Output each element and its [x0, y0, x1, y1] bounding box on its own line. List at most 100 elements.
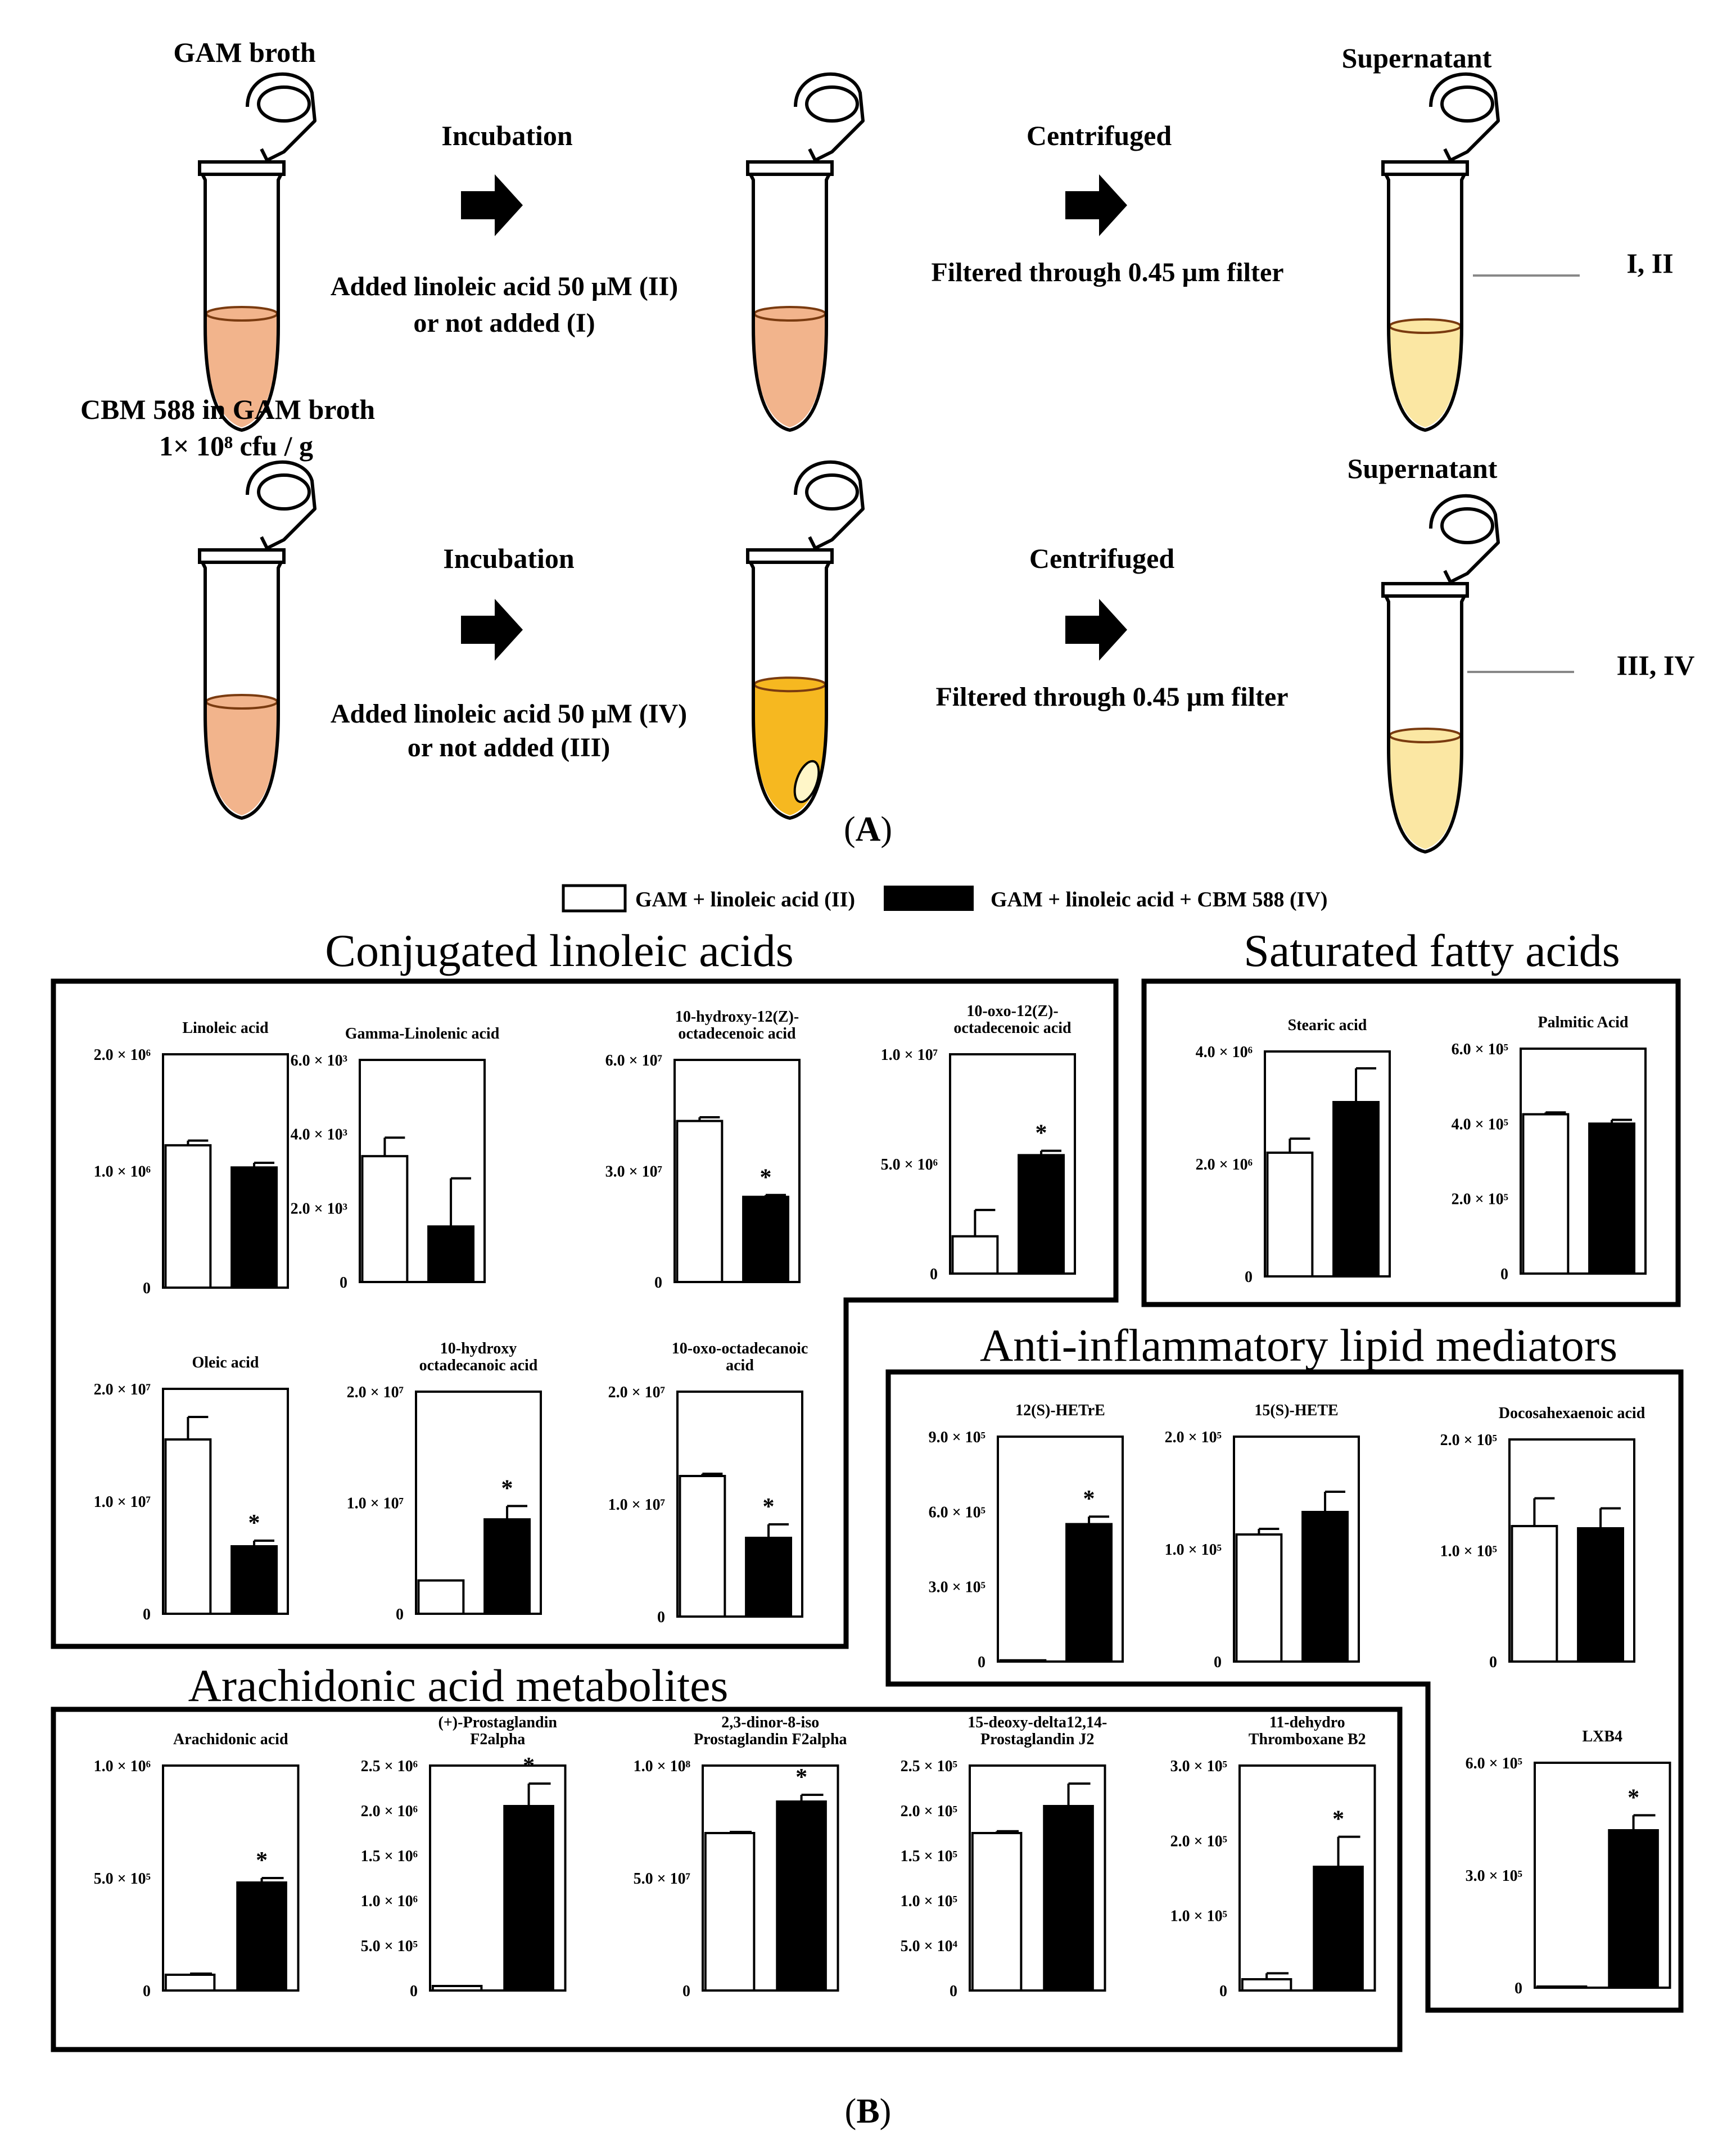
y-tick-label: 6.0 × 10⁵	[929, 1504, 985, 1521]
y-tick-label: 6.0 × 10⁷	[605, 1052, 662, 1069]
tube-liquid	[206, 314, 277, 427]
bar-chart: 12(S)-HETrE 0 3.0 × 10⁵ 6.0 × 10⁵ 9.0 × 10⁵ *	[929, 1402, 1124, 1671]
plot-frame	[1238, 1764, 1376, 1992]
y-tick-label: 6.0 × 10⁵	[1452, 1041, 1508, 1058]
y-tick-label: 5.0 × 10⁷	[634, 1870, 690, 1888]
y-tick-label: 2.0 × 10⁷	[608, 1384, 665, 1401]
group-title-sfa: Saturated fatty acids	[1244, 925, 1620, 976]
bar-gam-linoleic-cbm588	[1588, 1122, 1636, 1275]
tube-body	[1381, 167, 1469, 432]
bar-gam-linoleic	[164, 1974, 216, 1992]
row2-step1-title: Incubation	[443, 543, 575, 574]
y-tick-label: 1.0 × 10⁶	[94, 1758, 151, 1775]
bar-chart: Oleic acid 0 1.0 × 10⁷ 2.0 × 10⁷ *	[94, 1354, 289, 1623]
tube-lid-cap	[1440, 85, 1494, 123]
chart-title: 2,3-dinor-8-iso	[721, 1714, 819, 1731]
y-tick-label: 4.0 × 10³	[291, 1126, 347, 1144]
bar-gam-linoleic	[1536, 1985, 1588, 1989]
row2-end-label: Supernatant	[1348, 453, 1498, 484]
y-tick-label: 2.5 × 10⁶	[361, 1758, 418, 1775]
y-tick-label: 2.0 × 10⁷	[94, 1381, 151, 1398]
bar-gam-linoleic-cbm588	[427, 1225, 475, 1283]
chart-title: F2alpha	[470, 1731, 525, 1748]
chart-title: octadecanoic acid	[419, 1357, 538, 1374]
y-tick-label: 0	[143, 1983, 151, 2000]
tube-rim	[1381, 582, 1469, 598]
y-tick-label: 0	[950, 1983, 957, 2000]
y-tick-label: 0	[143, 1606, 151, 1623]
bar-chart: LXB4 0 3.0 × 10⁵ 6.0 × 10⁵ *	[1466, 1728, 1671, 1997]
tube-liquid	[206, 702, 277, 815]
bar-gam-linoleic	[164, 1438, 212, 1615]
tube-incubated	[746, 72, 865, 432]
y-tick-label: 1.0 × 10⁵	[901, 1893, 957, 1910]
chart-title: 10-oxo-12(Z)-	[966, 1003, 1058, 1020]
significance-star: *	[1083, 1486, 1095, 1512]
chart-title: Thromboxane B2	[1249, 1731, 1366, 1748]
y-tick-label: 1.0 × 10⁵	[1170, 1908, 1227, 1925]
tube-body	[746, 167, 834, 432]
plot-frame	[949, 1053, 1076, 1275]
y-tick-label: 6.0 × 10⁵	[1466, 1755, 1522, 1772]
y-tick-label: 1.0 × 10⁶	[361, 1893, 418, 1910]
chart-title: acid	[726, 1357, 754, 1374]
tube-liquid-surface	[205, 306, 278, 322]
bar-gam-linoleic	[999, 1659, 1047, 1663]
bar-gam-linoleic-cbm588	[1065, 1523, 1113, 1663]
y-tick-label: 6.0 × 10³	[291, 1052, 347, 1069]
bar-chart: 10-hydroxy-12(Z)-octadecenoic acid 0 3.0 ×…	[605, 1008, 801, 1292]
y-tick-label: 2.0 × 10³	[291, 1200, 347, 1217]
row1-end-label: Supernatant	[1342, 42, 1492, 74]
y-tick-label: 1.0 × 10⁸	[634, 1758, 690, 1775]
y-tick-label: 3.0 × 10⁵	[1466, 1867, 1522, 1885]
significance-star: *	[760, 1164, 772, 1190]
bar-chart: Stearic acid 0 2.0 × 10⁶ 4.0 × 10⁶	[1196, 1017, 1391, 1286]
tube-body	[1381, 589, 1469, 854]
bar-gam-linoleic-cbm588	[503, 1805, 554, 1992]
bar-chart: Docosahexaenoic acid 0 1.0 × 10⁵ 2.0 × 10⁵	[1440, 1405, 1645, 1671]
bar-gam-linoleic	[1266, 1152, 1314, 1278]
row1-step1-line1: Added linoleic acid 50 µM (II)	[331, 272, 678, 301]
bar-chart: Gamma-Linolenic acid 0 2.0 × 10³ 4.0 × 10³ 6…	[291, 1025, 500, 1292]
arrow-right-icon	[1065, 174, 1127, 236]
bar-gam-linoleic	[1511, 1525, 1558, 1663]
significance-star: *	[248, 1510, 260, 1536]
significance-star: *	[763, 1494, 775, 1520]
tube-liquid-surface	[1389, 728, 1462, 743]
tube-cbm588	[198, 460, 317, 820]
y-tick-label: 1.0 × 10⁷	[347, 1495, 404, 1513]
y-tick-label: 0	[143, 1280, 151, 1297]
legend-black-swatch	[884, 886, 974, 911]
arrow-right-icon	[1065, 599, 1127, 661]
chart-title: 10-hydroxy-12(Z)-	[675, 1008, 799, 1026]
y-tick-label: 2.0 × 10⁶	[1196, 1156, 1253, 1173]
bar-gam-linoleic-cbm588	[1332, 1101, 1380, 1278]
tube-rim	[746, 160, 834, 176]
tube-lid-cap	[1440, 507, 1494, 544]
significance-star: *	[1628, 1785, 1639, 1811]
y-tick-label: 2.0 × 10⁵	[901, 1803, 957, 1820]
chart-title: Palmitic Acid	[1538, 1014, 1629, 1031]
y-tick-label: 1.0 × 10⁷	[94, 1493, 151, 1511]
bar-gam-linoleic-cbm588	[236, 1881, 287, 1992]
y-tick-label: 0	[682, 1983, 690, 2000]
group-frame-sfa	[1141, 978, 1681, 1307]
significance-star: *	[795, 1764, 807, 1790]
tube-rim	[198, 160, 286, 176]
y-tick-label: 0	[1214, 1654, 1222, 1671]
plot-frame	[1534, 1762, 1671, 1989]
chart-title: octadecenoic acid	[678, 1025, 796, 1042]
bar-gam-linoleic	[1241, 1978, 1292, 1992]
row1-step1-title: Incubation	[441, 120, 573, 151]
bar-gam-linoleic	[971, 1832, 1023, 1992]
tube-liquid-surface	[205, 694, 278, 710]
bar-gam-linoleic-cbm588	[1608, 1829, 1659, 1989]
row1-step1-line2: or not added (I)	[413, 308, 595, 338]
tube-lid-cap	[805, 85, 859, 123]
y-tick-label: 4.0 × 10⁶	[1196, 1044, 1253, 1061]
y-tick-label: 1.0 × 10⁷	[881, 1046, 938, 1064]
